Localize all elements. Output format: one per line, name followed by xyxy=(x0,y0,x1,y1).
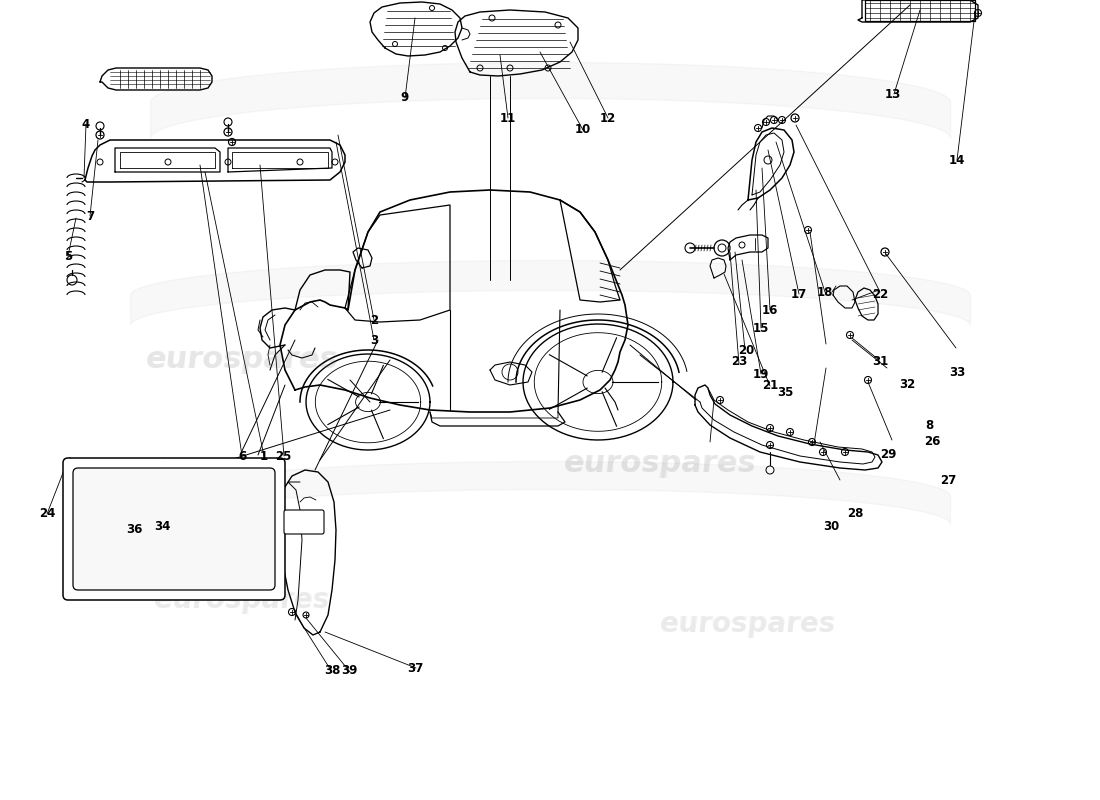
Circle shape xyxy=(174,515,202,543)
Text: 29: 29 xyxy=(881,448,896,461)
Text: eurospares: eurospares xyxy=(154,586,330,614)
Text: 38: 38 xyxy=(324,664,340,677)
Circle shape xyxy=(166,507,210,551)
Text: 31: 31 xyxy=(872,355,888,368)
Text: 25: 25 xyxy=(276,450,292,462)
Text: eurospares: eurospares xyxy=(660,610,836,638)
Text: 37: 37 xyxy=(408,662,424,674)
Text: 32: 32 xyxy=(900,378,915,390)
Text: 26: 26 xyxy=(925,435,940,448)
Text: 18: 18 xyxy=(817,286,833,298)
Text: 10: 10 xyxy=(575,123,591,136)
Text: 3: 3 xyxy=(370,334,378,346)
Text: 22: 22 xyxy=(872,288,888,301)
Text: 5: 5 xyxy=(64,250,73,262)
Text: 24: 24 xyxy=(40,507,55,520)
Text: 12: 12 xyxy=(601,112,616,125)
Text: 23: 23 xyxy=(732,355,747,368)
Text: 35: 35 xyxy=(778,386,793,398)
Text: 39: 39 xyxy=(342,664,358,677)
Text: 21: 21 xyxy=(762,379,778,392)
Text: eurospares: eurospares xyxy=(563,450,757,478)
Text: 6: 6 xyxy=(238,450,246,462)
Text: 15: 15 xyxy=(754,322,769,334)
Text: eurospares: eurospares xyxy=(145,346,339,374)
Text: 1: 1 xyxy=(260,450,268,462)
Text: eurospares: eurospares xyxy=(660,610,836,638)
Circle shape xyxy=(138,515,166,543)
Text: 11: 11 xyxy=(500,112,516,125)
FancyBboxPatch shape xyxy=(73,468,275,590)
Text: 13: 13 xyxy=(886,88,901,101)
Text: 9: 9 xyxy=(400,91,409,104)
Text: 2: 2 xyxy=(370,314,378,326)
Text: 17: 17 xyxy=(791,288,806,301)
Text: 20: 20 xyxy=(738,344,754,357)
Text: eurospares: eurospares xyxy=(563,450,757,478)
Circle shape xyxy=(94,507,138,551)
Text: eurospares: eurospares xyxy=(145,346,339,374)
Text: 19: 19 xyxy=(754,368,769,381)
Circle shape xyxy=(130,507,174,551)
Text: 28: 28 xyxy=(848,507,864,520)
FancyBboxPatch shape xyxy=(284,510,324,534)
Text: 4: 4 xyxy=(81,118,90,130)
Text: 7: 7 xyxy=(86,210,95,222)
Text: 30: 30 xyxy=(824,520,839,533)
FancyBboxPatch shape xyxy=(63,458,285,600)
Text: 16: 16 xyxy=(762,304,778,317)
Circle shape xyxy=(102,515,130,543)
Text: 36: 36 xyxy=(126,523,142,536)
Text: 8: 8 xyxy=(925,419,934,432)
Text: 34: 34 xyxy=(155,520,170,533)
Text: 14: 14 xyxy=(949,154,965,166)
Text: eurospares: eurospares xyxy=(154,586,330,614)
Text: 27: 27 xyxy=(940,474,956,486)
Text: 33: 33 xyxy=(949,366,965,378)
